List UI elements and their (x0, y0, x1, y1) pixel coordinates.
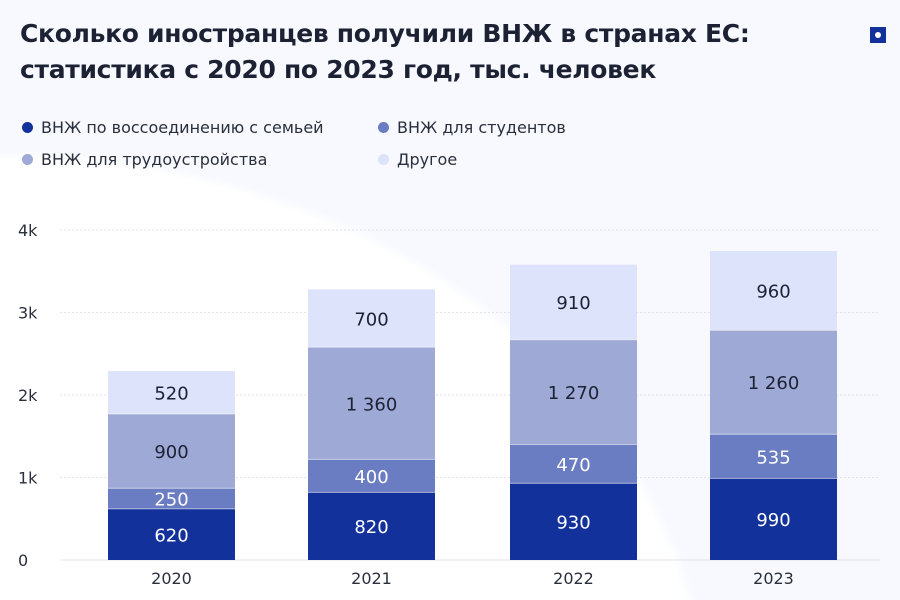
data-label: 820 (354, 517, 388, 538)
data-label: 700 (354, 309, 388, 330)
x-tick-label: 2022 (553, 569, 594, 588)
data-label: 1 270 (548, 383, 600, 404)
bar-segment (108, 488, 235, 509)
legend-label: Другое (397, 150, 458, 169)
data-label: 400 (354, 467, 388, 488)
data-label: 910 (556, 293, 590, 314)
data-label: 620 (154, 525, 188, 546)
data-label: 520 (154, 384, 188, 405)
bar-segment (108, 371, 235, 414)
data-label: 960 (756, 282, 790, 303)
bar-segment (108, 413, 235, 489)
legend-dot-icon (22, 154, 33, 165)
bar-segment (308, 289, 435, 348)
data-label: 900 (154, 442, 188, 463)
y-tick-label: 3k (18, 304, 38, 323)
legend-label: ВНЖ по воссоединению с семьей (41, 118, 324, 137)
title-line-2: статистика с 2020 по 2023 год, тыс. чело… (20, 55, 656, 84)
bar-segment (510, 264, 637, 340)
bar-segment (308, 459, 435, 493)
legend-item-work: ВНЖ для трудоустройства (22, 150, 267, 169)
legend-label: ВНЖ для студентов (397, 118, 566, 137)
legend-dot-icon (378, 154, 389, 165)
legend-dot-icon (378, 122, 389, 133)
data-label: 250 (154, 490, 188, 511)
x-tick-label: 2020 (151, 569, 192, 588)
y-tick-label: 2k (18, 386, 38, 405)
title-line-1: Сколько иностранцев получили ВНЖ в стран… (20, 19, 750, 48)
x-tick-label: 2023 (753, 569, 794, 588)
data-label: 930 (556, 513, 590, 534)
bar-segment (510, 444, 637, 484)
bar-segment (510, 339, 637, 445)
bar-segment (710, 434, 837, 479)
data-label: 535 (756, 447, 790, 468)
data-label: 990 (756, 510, 790, 531)
data-label: 470 (556, 455, 590, 476)
legend-label: ВНЖ для трудоустройства (41, 150, 268, 169)
chart-title: Сколько иностранцев получили ВНЖ в стран… (20, 16, 750, 88)
x-tick-label: 2021 (351, 569, 392, 588)
bar-segment (710, 478, 837, 560)
bar-segment (710, 330, 837, 435)
bar-segment (510, 483, 637, 560)
bar-segment (308, 492, 435, 560)
bar-segment (308, 347, 435, 460)
legend-item-family: ВНЖ по воссоединению с семьей (22, 118, 324, 137)
bar-segment (710, 251, 837, 331)
legend-item-students: ВНЖ для студентов (378, 118, 566, 137)
y-tick-label: 4k (18, 221, 38, 240)
y-tick-label: 0 (18, 551, 28, 570)
data-label: 1 360 (346, 394, 398, 415)
y-tick-label: 1k (18, 469, 38, 488)
legend-item-other: Другое (378, 150, 457, 169)
bar-segment (108, 508, 235, 560)
brand-logo-icon (870, 27, 886, 43)
data-label: 1 260 (748, 373, 800, 394)
legend-dot-icon (22, 122, 33, 133)
